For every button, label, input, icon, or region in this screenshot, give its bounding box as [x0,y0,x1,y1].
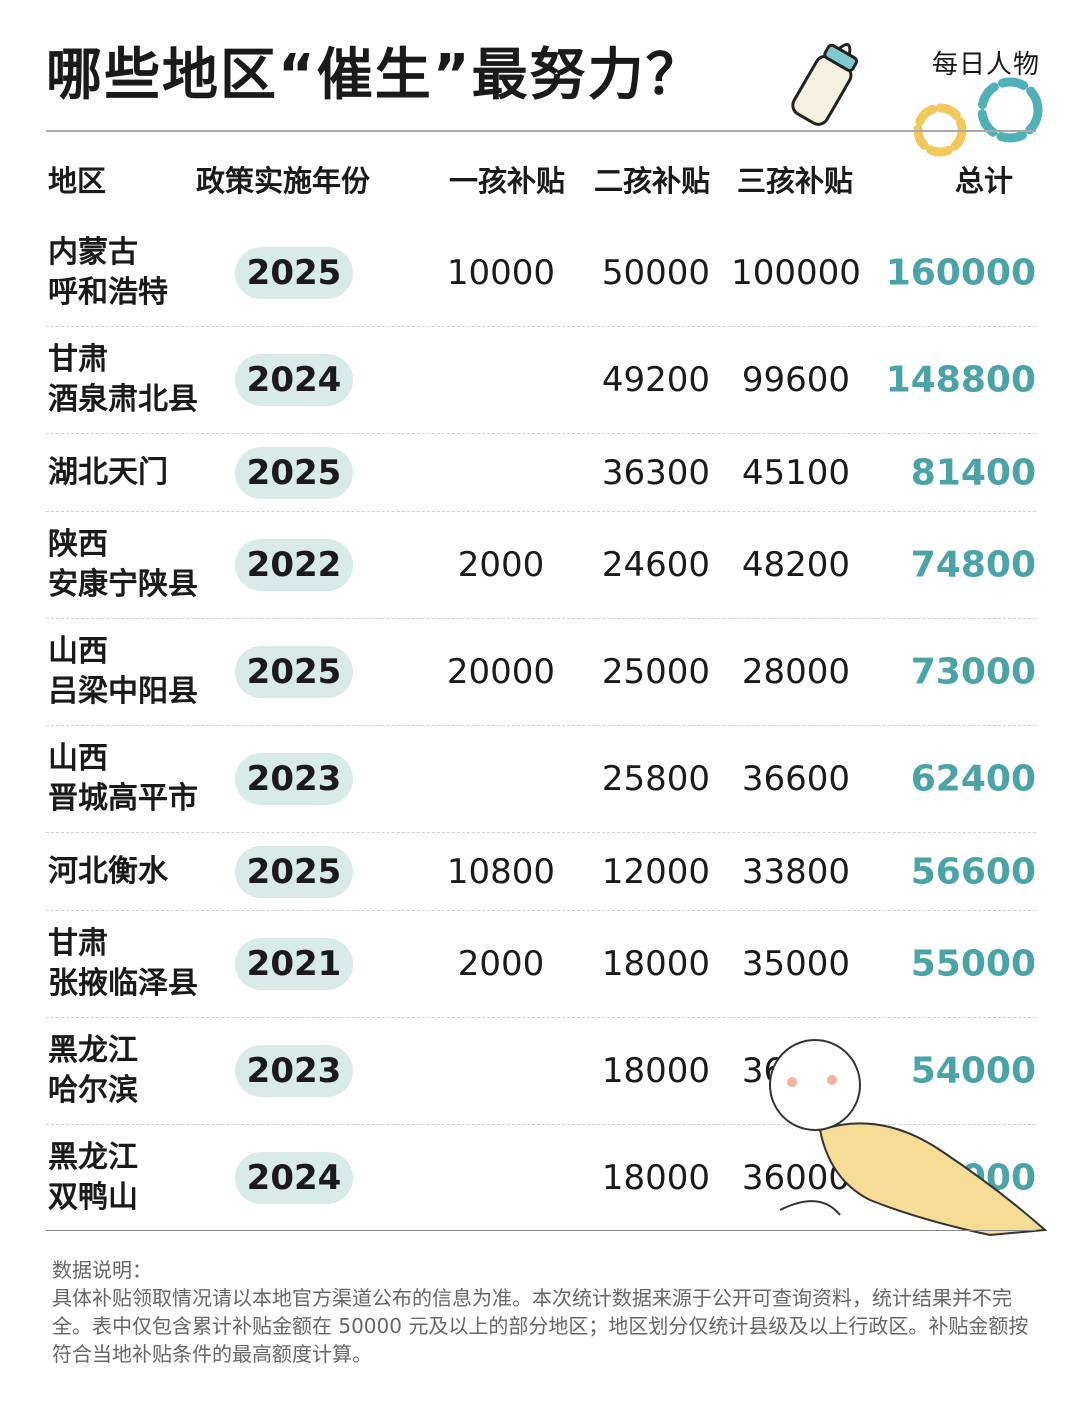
region-name: 陕西 安康宁陕县 [48,527,198,602]
top-divider [46,130,1036,132]
second-child-subsidy: 50000 [601,253,711,293]
total-subsidy: 54000 [910,1050,1036,1092]
header-second-child: 二孩补贴 [594,164,711,198]
total-subsidy: 81400 [910,452,1036,493]
region-name: 山西 晋城高平市 [48,741,198,816]
bottom-divider [46,1230,1036,1231]
second-child-subsidy: 49200 [601,360,711,400]
third-child-subsidy: 28000 [741,652,851,692]
total-subsidy: 73000 [910,651,1036,693]
third-child-subsidy: 45100 [741,452,851,493]
second-child-subsidy: 24600 [601,545,711,585]
year-badge: 2025 [235,646,353,698]
year-badge: 2025 [235,247,353,299]
second-child-subsidy: 25800 [601,759,711,799]
region-name: 甘肃 张掖临泽县 [48,926,198,1001]
header-region: 地区 [48,164,107,198]
table-row: 山西 晋城高平市 2023 25800 36600 62400 [46,726,1036,833]
year-badge: 2023 [235,1045,353,1097]
table-row: 甘肃 张掖临泽县 2021 2000 18000 35000 55000 [46,911,1036,1018]
first-child-subsidy: 10800 [446,851,556,892]
table-row: 黑龙江 双鸭山2024180003600054000 [46,1125,1036,1231]
second-child-subsidy: 18000 [601,1158,711,1198]
region-name: 湖北天门 [48,454,168,490]
header-first-child: 一孩补贴 [449,164,566,198]
page-title: 哪些地区“催生”最努力？ [46,43,704,108]
total-subsidy: 148800 [885,359,1036,401]
region-name: 内蒙古 呼和浩特 [48,235,168,310]
first-child-subsidy: 10000 [446,253,556,293]
second-child-subsidy: 25000 [601,652,711,692]
note-body: 具体补贴领取情况请以本地官方渠道公布的信息为准。本次统计数据来源于公开可查询资料… [52,1286,1029,1366]
total-subsidy: 62400 [910,758,1036,800]
second-child-subsidy: 12000 [601,851,711,892]
total-subsidy: 56600 [910,851,1036,892]
total-subsidy: 55000 [910,943,1036,985]
first-child-subsidy: 2000 [457,545,545,585]
third-child-subsidy: 48200 [741,545,851,585]
region-name: 甘肃 酒泉肃北县 [48,342,198,417]
year-badge: 2025 [235,446,353,499]
year-badge: 2024 [235,354,353,406]
baby-bottle-icon [791,43,859,126]
second-child-subsidy: 18000 [601,944,711,984]
second-child-subsidy: 18000 [601,1051,711,1091]
crawling-baby-illustration [769,1039,1048,1237]
table-row: 黑龙江 哈尔滨2023180003600054000 [46,1018,1036,1125]
first-child-subsidy: 20000 [446,652,556,692]
second-child-subsidy: 36300 [601,452,711,493]
region-name: 黑龙江 哈尔滨 [48,1033,138,1108]
total-subsidy: 74800 [910,544,1036,586]
table-body: 内蒙古 呼和浩特 2025 10000 50000 100000 160000 甘肃 酒泉肃… [46,220,1036,1231]
region-name: 山西 吕梁中阳县 [48,634,198,709]
third-child-subsidy: 100000 [731,253,861,293]
table-row: 湖北天门 2025 36300 45100 81400 [46,434,1036,512]
header-total: 总计 [955,164,1014,198]
year-badge: 2025 [235,845,353,898]
flower-decoration-icon [913,77,1043,157]
table-row: 河北衡水 2025 10800 12000 33800 56600 [46,833,1036,911]
total-subsidy: 160000 [885,252,1036,294]
year-badge: 2021 [235,938,353,990]
header-third-child: 三孩补贴 [737,164,854,198]
third-child-subsidy: 99600 [741,360,851,400]
logo: 每日人物 [932,50,1041,80]
data-note: 数据说明： 具体补贴领取情况请以本地官方渠道公布的信息为准。本次统计数据来源于公… [52,1256,1042,1368]
table-row: 陕西 安康宁陕县 2022 2000 24600 48200 74800 [46,512,1036,619]
third-child-subsidy: 35000 [741,944,851,984]
year-badge: 2022 [235,539,353,591]
third-child-subsidy: 36600 [741,759,851,799]
region-name: 黑龙江 双鸭山 [48,1140,138,1215]
table-row: 内蒙古 呼和浩特 2025 10000 50000 100000 160000 [46,220,1036,327]
year-badge: 2024 [235,1152,353,1204]
header-year: 政策实施年份 [196,164,371,198]
year-badge: 2023 [235,753,353,805]
table-row: 甘肃 酒泉肃北县 2024 49200 99600 148800 [46,327,1036,434]
first-child-subsidy: 2000 [457,944,545,984]
note-heading: 数据说明： [52,1258,152,1282]
table-row: 山西 吕梁中阳县 2025 20000 25000 28000 73000 [46,619,1036,726]
third-child-subsidy: 33800 [741,851,851,892]
region-name: 河北衡水 [48,853,168,889]
